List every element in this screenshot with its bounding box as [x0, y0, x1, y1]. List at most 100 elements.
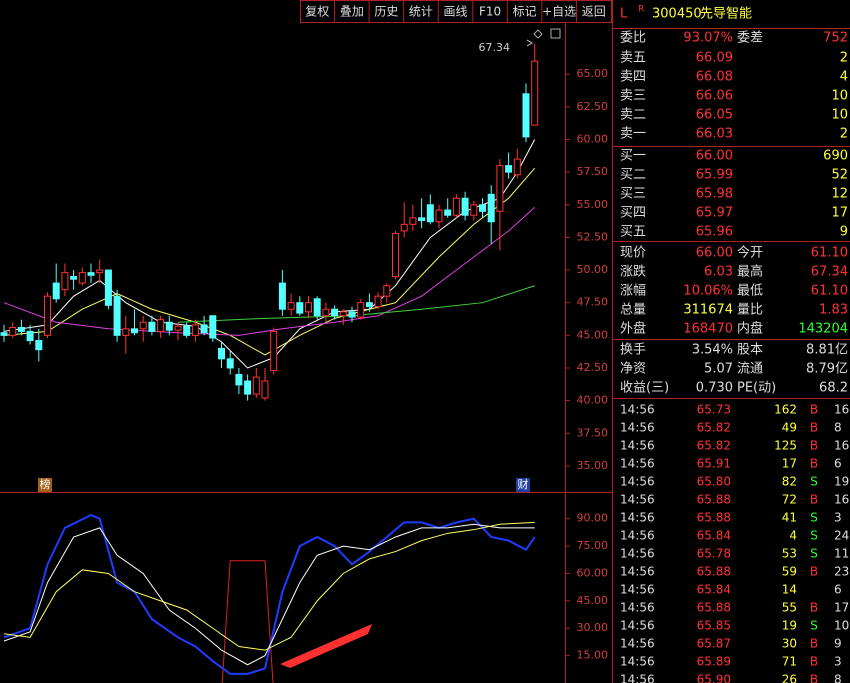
price: 65.87: [697, 637, 731, 651]
candle-body: [17, 327, 25, 332]
count: 3: [834, 511, 842, 525]
count: 11: [834, 547, 849, 561]
volume: 9: [840, 225, 848, 240]
candle-body: [44, 295, 51, 336]
price: 66.09: [696, 51, 733, 66]
arrow: [280, 624, 372, 668]
candle-body: [218, 347, 225, 360]
high-label: 67.34: [479, 41, 511, 54]
time: 14:56: [620, 475, 655, 489]
toolbar-button[interactable]: 标记: [513, 5, 537, 19]
time: 14:56: [620, 529, 655, 543]
time: 14:56: [620, 421, 655, 435]
icon: [550, 28, 561, 39]
count: 6: [834, 583, 842, 597]
price: 65.88: [697, 565, 731, 579]
value: 8.81亿: [806, 343, 848, 358]
candle-body: [409, 217, 417, 225]
candle-body: [313, 298, 321, 317]
candle-body: [522, 93, 530, 138]
side: S: [810, 529, 818, 543]
volume: 4: [840, 70, 848, 85]
toolbar-button[interactable]: 历史: [374, 5, 398, 19]
label: 买三: [620, 187, 646, 202]
candle-body: [174, 325, 182, 331]
candle-body: [452, 197, 460, 216]
candle-body: [270, 330, 278, 372]
candle-body: [131, 328, 138, 334]
side: B: [810, 403, 818, 417]
candle-body: [139, 321, 147, 330]
volume: 2: [840, 127, 848, 142]
side: S: [810, 619, 818, 633]
label: 委比: [620, 31, 646, 46]
candle-body: [252, 376, 260, 395]
candle-body: [235, 374, 243, 386]
volume: 26: [782, 673, 797, 683]
price: 65.84: [697, 529, 731, 543]
time: 14:56: [620, 619, 655, 633]
price: 65.99: [696, 168, 733, 183]
candle-body: [444, 209, 452, 216]
moving-average: [3, 207, 536, 336]
volume: 10: [831, 108, 848, 123]
toolbar-button[interactable]: 叠加: [340, 5, 364, 19]
candle-body: [461, 197, 469, 216]
time: 14:56: [620, 493, 655, 507]
price: 66.00: [696, 149, 733, 164]
candle-body: [70, 276, 78, 280]
toolbar-button[interactable]: F10: [479, 5, 501, 19]
side: B: [810, 673, 818, 683]
candle-body: [339, 311, 347, 317]
moving-average: [177, 285, 535, 323]
side: B: [810, 637, 818, 651]
candle-body: [52, 282, 60, 300]
price: 65.85: [697, 619, 731, 633]
candle-body: [26, 330, 34, 342]
price-chart: 35.00 37.50 40.00 42.50 45.00 47.50 50.00 52.50…: [0, 41, 609, 683]
count: 6: [834, 457, 842, 471]
price: 65.88: [697, 511, 731, 525]
label: 今开: [737, 245, 763, 261]
side: B: [810, 655, 818, 669]
candle-body: [487, 193, 495, 223]
volume: 41: [782, 511, 797, 525]
candle-body: [426, 204, 434, 223]
flag: R: [638, 5, 644, 15]
count: 10: [834, 619, 849, 633]
toolbar-button[interactable]: +自选: [542, 5, 576, 19]
toolbar-button[interactable]: 统计: [409, 5, 433, 19]
candle-body: [122, 328, 130, 336]
value: 311674: [683, 303, 733, 318]
volume: 690: [823, 149, 848, 164]
time: 14:56: [620, 655, 655, 669]
marker: 榜: [40, 477, 51, 491]
toolbar-button[interactable]: 返回: [582, 5, 606, 19]
volume: 125: [774, 439, 797, 453]
volume: 19: [782, 619, 797, 633]
toolbar-button[interactable]: 画线: [443, 5, 467, 19]
marker: 财: [518, 477, 529, 491]
price: 65.97: [696, 206, 733, 221]
volume: 71: [782, 655, 797, 669]
indicator-line: [3, 523, 535, 666]
y-tick-label: 37.50: [577, 426, 609, 439]
value: 6.03: [704, 265, 733, 280]
value: 752: [823, 31, 848, 46]
label: 外盘: [620, 321, 646, 337]
candle-body: [531, 60, 539, 126]
count: 8: [834, 421, 842, 435]
label: 净资: [620, 362, 646, 377]
candle-body: [357, 302, 365, 318]
toolbar-button[interactable]: 复权: [305, 5, 329, 19]
candle-body: [496, 165, 504, 212]
y-tick-label: 55.00: [577, 198, 609, 211]
candle-body: [287, 302, 295, 310]
label: 卖三: [620, 89, 646, 104]
value: 8.79亿: [806, 362, 848, 377]
candle-body: [148, 321, 156, 332]
volume: 14: [782, 583, 797, 597]
indicator-line: [3, 513, 536, 675]
value: 3.54%: [692, 343, 733, 358]
label: 最低: [737, 284, 763, 299]
